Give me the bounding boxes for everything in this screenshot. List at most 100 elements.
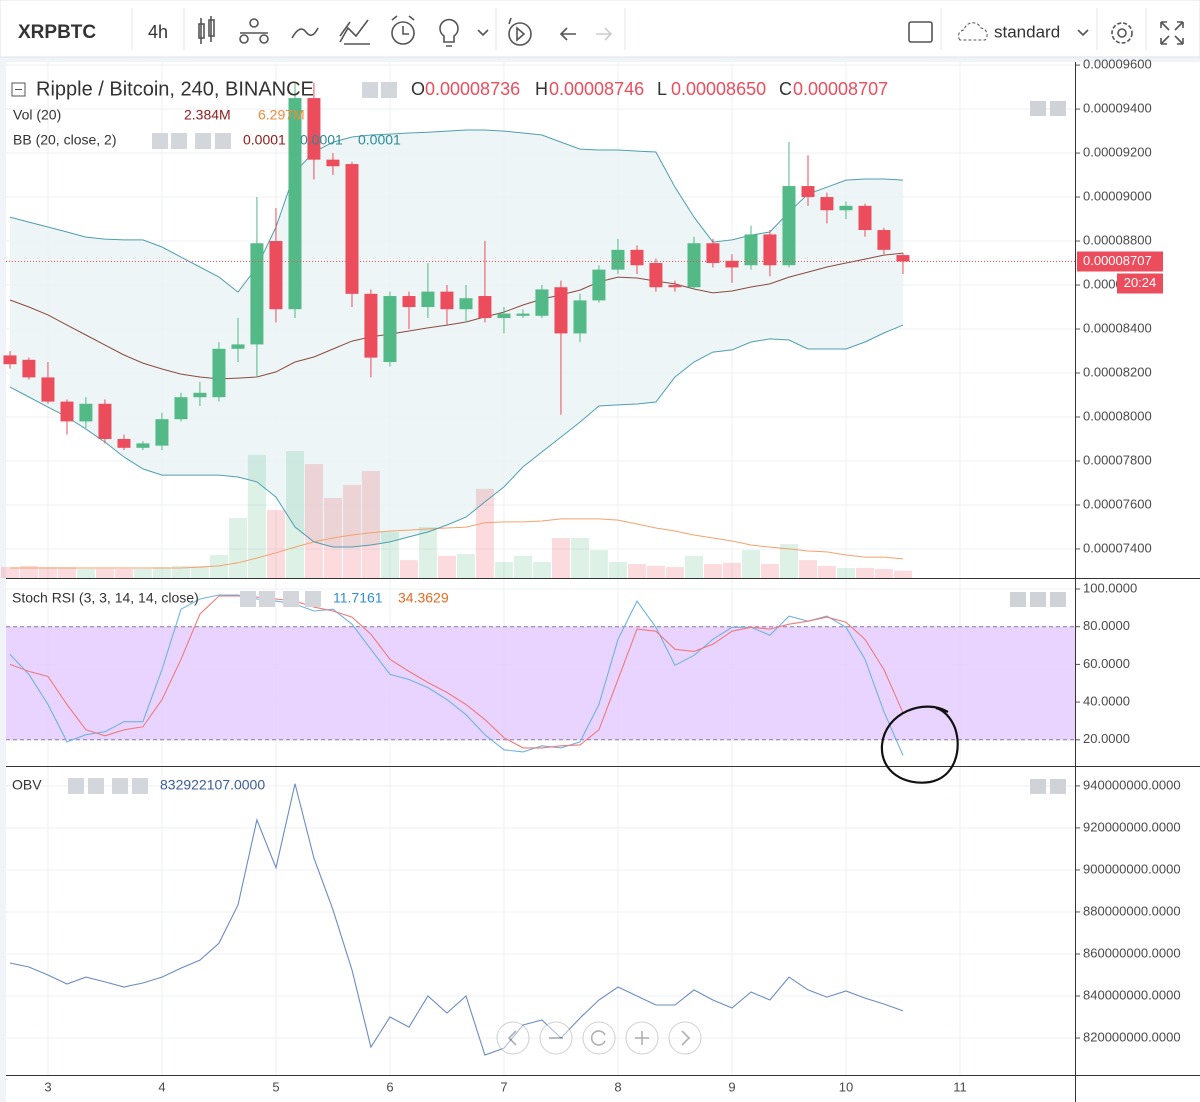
legend-control-button[interactable] [259,591,275,607]
volume-bar [209,554,228,578]
legend-control-button[interactable] [305,591,321,607]
indicator-line [9,595,904,749]
legend-control-button[interactable] [240,591,256,607]
icon [249,18,259,28]
indicators-button[interactable] [291,27,319,39]
volume-bar [742,550,761,578]
fullscreen-button[interactable] [1160,21,1184,45]
volume-bar [685,555,704,578]
volume-bar [817,565,836,578]
zoom-out-button[interactable] [539,1021,573,1055]
y-tick-label: 80.0000 [1083,618,1130,633]
legend-control-button[interactable] [68,778,84,794]
layout-dropdown[interactable] [1077,29,1089,37]
icon [635,1031,649,1045]
bb-value: 0.0001 [300,132,343,148]
band-fill [6,626,1075,740]
legend-control-button[interactable] [283,591,299,607]
legend-control-button[interactable] [215,133,231,149]
obv-title: OBV [12,777,42,793]
layout-button[interactable]: standard [994,22,1060,41]
legend-control-button[interactable] [132,778,148,794]
pane-control-button[interactable] [1050,101,1066,116]
stoch-title: Stoch RSI (3, 3, 14, 14, close) [12,590,199,606]
candle-style-button[interactable] [198,16,215,44]
replay-button[interactable] [508,17,532,46]
legend-control-button[interactable] [152,133,168,149]
legend-control-button[interactable] [195,133,211,149]
volume-bar [703,564,722,578]
ohlc-letter: L [657,79,667,99]
pane-control-button[interactable] [1030,101,1046,116]
settings-button[interactable] [1111,22,1133,44]
zoom-in-button[interactable] [625,1021,659,1055]
volume-bar [38,567,57,578]
interval-button[interactable]: 4h [148,22,168,42]
main-series-title: Ripple / Bitcoin, 240, BINANCE [36,78,314,100]
undo-button[interactable] [559,27,576,41]
reset-button[interactable] [582,1021,616,1055]
legend-control-button[interactable] [171,133,187,149]
indicator-line [9,783,904,1056]
bb-fill [10,130,903,547]
symbol-search[interactable]: XRPBTC [18,22,96,43]
x-tick-label: 8 [614,1079,621,1094]
legend-control-button[interactable] [88,778,104,794]
volume-bar [228,517,247,578]
templates-button[interactable] [339,19,370,45]
bb-title: BB (20, close, 2) [13,132,117,148]
candle-body [79,403,93,422]
icon [681,1030,691,1046]
candle-body [782,186,796,266]
icon [590,1030,606,1046]
candle-body [421,291,435,308]
indicator-line [9,594,904,756]
fullscreen-select-button[interactable] [908,21,933,43]
navigation-buttons [496,1021,702,1055]
x-tick-label: 9 [728,1079,735,1094]
volume-bar [571,537,590,578]
y-tick-label: 0.00009000 [1083,188,1152,203]
volume-ma-line [10,518,904,569]
volume-bar [799,560,818,578]
candle-body [288,98,302,310]
compare-button[interactable] [239,18,269,44]
legend-control-button[interactable] [381,82,397,98]
candle-body [212,348,226,398]
scroll-right-button[interactable] [668,1021,702,1055]
pane-control-button[interactable] [1050,592,1066,607]
pane-control-button[interactable] [1030,779,1046,794]
icon [439,18,459,47]
icon [508,17,526,42]
ideas-button[interactable] [439,18,489,47]
collapse-button[interactable] [11,82,26,97]
bb-value: 0.0001 [358,132,401,148]
ohlc-value: 0.00008707 [793,79,888,99]
pane-control-button[interactable] [1010,592,1026,607]
volume-value: 2.384M [184,107,231,123]
scroll-left-button[interactable] [496,1021,530,1055]
candle-body [364,293,378,358]
pane-control-button[interactable] [1050,779,1066,794]
y-tick-label: 0.00008400 [1083,320,1152,335]
legend-control-button[interactable] [112,778,128,794]
legend-control-button[interactable] [362,82,378,98]
icon [259,34,269,44]
redo-button[interactable] [596,27,613,41]
candle-body [440,291,454,310]
pane-control-button[interactable] [1030,592,1046,607]
volume-bar [760,564,779,578]
volume-bar [152,567,171,578]
y-tick-label: 40.0000 [1083,694,1130,709]
volume-bar [304,464,323,578]
ohlc-letter: C [779,79,792,99]
volume-bar [171,565,190,578]
volume-bar [0,567,19,578]
alert-button[interactable] [391,15,415,45]
pane-controls [68,82,1066,794]
volume-bar [836,567,855,578]
y-tick-label: 0.00007600 [1083,496,1152,511]
last-price-box [1077,251,1163,272]
volume-bar [437,555,456,578]
